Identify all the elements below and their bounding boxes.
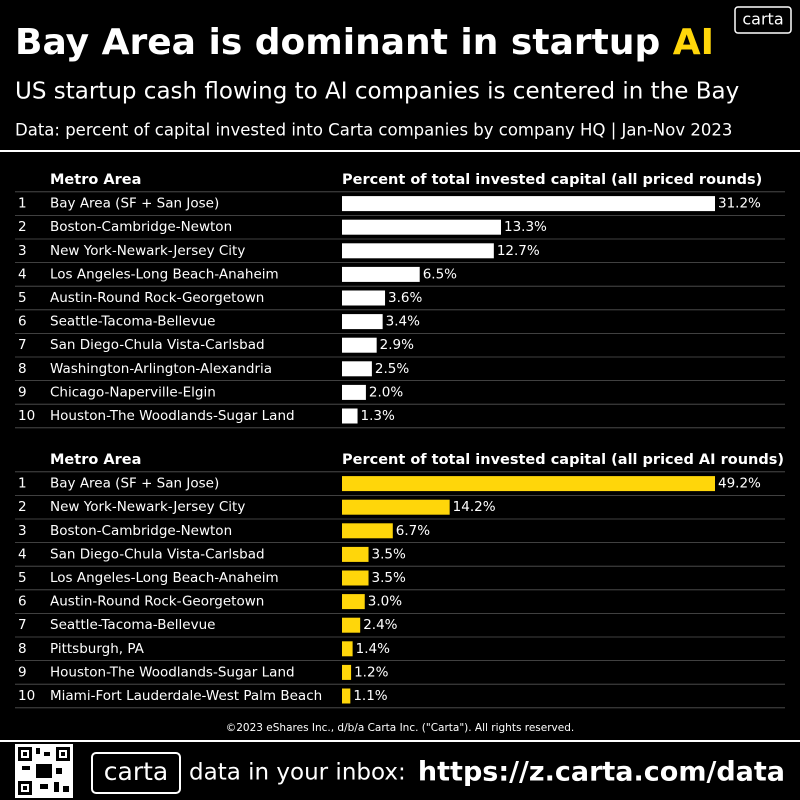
bar bbox=[342, 196, 715, 212]
value-label: 2.0% bbox=[369, 384, 403, 400]
rank: 6 bbox=[18, 314, 27, 330]
rank: 2 bbox=[18, 499, 27, 515]
bar bbox=[342, 476, 715, 492]
bar bbox=[342, 219, 502, 235]
rank: 1 bbox=[18, 476, 27, 492]
bar bbox=[342, 266, 420, 282]
category: Los Angeles-Long Beach-Anaheim bbox=[50, 570, 279, 586]
rank: 4 bbox=[18, 266, 27, 282]
category: Seattle-Tacoma-Bellevue bbox=[50, 617, 215, 633]
cta: data in your inbox: bbox=[189, 760, 406, 786]
title-highlight: AI bbox=[673, 22, 714, 63]
bar bbox=[342, 243, 494, 259]
copyright: ©2023 eShares Inc., d/b/a Carta Inc. ("C… bbox=[226, 722, 574, 734]
value-label: 49.2% bbox=[718, 476, 761, 492]
rank: 9 bbox=[18, 664, 27, 680]
value-label: 1.1% bbox=[353, 688, 387, 704]
rank: 5 bbox=[18, 290, 27, 306]
category: Pittsburgh, PA bbox=[50, 641, 145, 657]
value-label: 31.2% bbox=[718, 196, 761, 212]
category: Los Angeles-Long Beach-Anaheim bbox=[50, 266, 279, 282]
value-label: 3.6% bbox=[388, 290, 422, 306]
value-label: 1.2% bbox=[354, 664, 388, 680]
value-header: Percent of total invested capital (all p… bbox=[342, 452, 784, 468]
category: Houston-The Woodlands-Sugar Land bbox=[50, 408, 295, 424]
category: Houston-The Woodlands-Sugar Land bbox=[50, 664, 295, 680]
value-header: Percent of total invested capital (all p… bbox=[342, 172, 762, 188]
qr-code bbox=[15, 744, 73, 798]
value-label: 12.7% bbox=[497, 243, 540, 259]
rank: 1 bbox=[18, 196, 27, 212]
logo-box bbox=[734, 6, 792, 34]
rank: 10 bbox=[18, 688, 35, 704]
url[interactable]: https://z.carta.com/data bbox=[418, 757, 785, 788]
category: Bay Area (SF + San Jose) bbox=[50, 196, 219, 212]
category: Boston-Cambridge-Newton bbox=[50, 219, 232, 235]
rank-header: Metro Area bbox=[50, 172, 141, 188]
rank: 8 bbox=[18, 641, 27, 657]
rank: 3 bbox=[18, 243, 27, 259]
rank: 9 bbox=[18, 384, 27, 400]
value-label: 3.5% bbox=[372, 546, 406, 562]
title: Bay Area is dominant in startup AI bbox=[15, 22, 714, 63]
rank: 10 bbox=[18, 408, 35, 424]
rank-header: Metro Area bbox=[50, 452, 141, 468]
bar bbox=[342, 688, 351, 704]
bar bbox=[342, 290, 386, 306]
rank: 8 bbox=[18, 361, 27, 377]
category: San Diego-Chula Vista-Carlsbad bbox=[50, 546, 265, 562]
bar bbox=[342, 384, 366, 400]
category: San Diego-Chula Vista-Carlsbad bbox=[50, 337, 265, 353]
rank: 7 bbox=[18, 337, 27, 353]
rank: 3 bbox=[18, 523, 27, 539]
category: New York-Newark-Jersey City bbox=[50, 243, 245, 259]
rank: 6 bbox=[18, 594, 27, 610]
bar bbox=[342, 664, 352, 680]
value-label: 6.7% bbox=[396, 523, 430, 539]
bar bbox=[342, 361, 372, 377]
category: New York-Newark-Jersey City bbox=[50, 499, 245, 515]
value-label: 1.3% bbox=[361, 408, 395, 424]
value-label: 3.5% bbox=[372, 570, 406, 586]
category: Austin-Round Rock-Georgetown bbox=[50, 594, 264, 610]
bar bbox=[342, 594, 365, 610]
bar bbox=[342, 337, 377, 353]
value-label: 3.0% bbox=[368, 594, 402, 610]
source: Data: percent of capital invested into C… bbox=[15, 121, 732, 140]
logo: carta bbox=[742, 10, 783, 29]
title-main: Bay Area is dominant in startup bbox=[15, 22, 660, 63]
rank: 5 bbox=[18, 570, 27, 586]
value-label: 1.4% bbox=[356, 641, 390, 657]
bar bbox=[342, 314, 383, 330]
bar bbox=[342, 408, 358, 424]
bar bbox=[342, 641, 353, 657]
category: Washington-Arlington-Alexandria bbox=[50, 361, 272, 377]
category: Bay Area (SF + San Jose) bbox=[50, 476, 219, 492]
subtitle: US startup cash flowing to AI companies … bbox=[15, 79, 739, 105]
footer-logo: carta bbox=[104, 757, 168, 786]
rank: 2 bbox=[18, 219, 27, 235]
category: Boston-Cambridge-Newton bbox=[50, 523, 232, 539]
rank: 7 bbox=[18, 617, 27, 633]
bar bbox=[342, 546, 369, 562]
category: Chicago-Naperville-Elgin bbox=[50, 384, 216, 400]
value-label: 2.9% bbox=[380, 337, 414, 353]
value-label: 2.5% bbox=[375, 361, 409, 377]
rank: 4 bbox=[18, 546, 27, 562]
category: Austin-Round Rock-Georgetown bbox=[50, 290, 264, 306]
bar bbox=[342, 499, 450, 515]
value-label: 6.5% bbox=[423, 266, 457, 282]
value-label: 13.3% bbox=[504, 219, 547, 235]
bar bbox=[342, 570, 369, 586]
category: Miami-Fort Lauderdale-West Palm Beach bbox=[50, 688, 322, 704]
value-label: 2.4% bbox=[363, 617, 397, 633]
value-label: 3.4% bbox=[386, 314, 420, 330]
category: Seattle-Tacoma-Bellevue bbox=[50, 314, 215, 330]
bar bbox=[342, 523, 393, 539]
footer-logo-box bbox=[91, 752, 181, 794]
value-label: 14.2% bbox=[453, 499, 496, 515]
bar bbox=[342, 617, 361, 633]
